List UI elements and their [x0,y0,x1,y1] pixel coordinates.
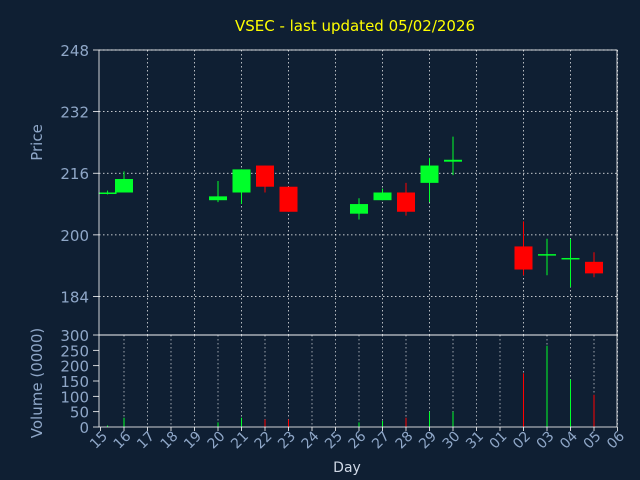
x-tick-label: 03 [534,428,558,452]
x-tick-label: 31 [463,428,487,452]
candle [279,186,298,212]
volume-tick-label: 100 [60,388,89,406]
volume-tick-label: 250 [60,342,89,360]
price-tick-label: 184 [60,288,89,306]
x-tick-label: 25 [322,428,346,452]
candle-body [373,192,392,201]
x-tick-label: 06 [604,428,628,452]
volume-frame [98,334,618,428]
x-tick-label: 19 [181,428,205,452]
volume-axis-label: Volume (0000) [28,328,46,438]
candle-body [209,196,227,201]
volume-grid [93,334,618,428]
candle-body [538,254,556,256]
candle-series [98,136,603,287]
candle [538,238,556,276]
candle [350,198,368,220]
candle-body [350,204,368,214]
x-tick-label: 18 [158,428,182,452]
price-tick-labels: 248 232 216 200 184 [60,42,89,306]
x-tick-label: 26 [346,428,370,452]
candle [397,182,415,216]
x-tick-label: 15 [87,428,111,452]
candle [98,190,117,195]
candle [373,188,392,201]
candle-body [256,165,274,187]
x-tick-label: 05 [581,428,605,452]
chart-title: VSEC - last updated 05/02/2026 [235,17,475,35]
volume-tick-label: 300 [60,327,89,345]
candle [585,252,603,278]
candle-body [232,169,251,193]
candle [209,180,227,203]
volume-tick-label: 0 [79,419,89,437]
x-tick-label: 20 [205,428,229,452]
candle-body [420,165,439,183]
candle [256,165,274,193]
x-tick-label: 27 [369,428,393,452]
volume-tick-label: 200 [60,358,89,376]
candle [514,221,533,276]
price-tick-label: 248 [60,42,89,60]
x-tick-label: 23 [275,428,299,452]
x-tick-label: 30 [440,428,464,452]
x-tick-label: 02 [510,428,534,452]
candle [232,169,251,205]
x-tick-label: 04 [557,428,581,452]
candle [444,136,462,176]
x-tick-label: 28 [393,428,417,452]
candle-body [585,261,603,274]
price-frame [98,49,618,336]
candle-body [514,246,533,270]
candle [115,171,133,193]
x-tick-label: 22 [252,428,276,452]
candle [561,238,580,287]
price-tick-label: 216 [60,165,89,183]
volume-tick-label: 150 [60,373,89,391]
price-tick-label: 200 [60,227,89,245]
price-axis-label: Price [28,124,46,161]
volume-tick-label: 50 [70,404,89,422]
candle [420,157,439,203]
x-axis-label: Day [333,460,361,476]
candle-body [561,257,580,260]
x-tick-label: 29 [416,428,440,452]
volume-series [107,345,595,427]
x-tick-labels: 15 16 17 18 19 20 21 22 23 24 25 26 27 28 29 30 31 01 02 03… [87,427,628,452]
candle-body [444,159,462,162]
candle-body [115,179,133,193]
x-tick-label: 16 [111,428,135,452]
price-tick-label: 232 [60,104,89,122]
candle-body [98,192,117,194]
candle-body [397,192,415,212]
candle-body [279,186,298,212]
price-panel: 248 232 216 200 184 Price [28,42,618,336]
x-tick-label: 01 [487,428,511,452]
x-tick-label: 17 [134,428,158,452]
x-tick-label: 21 [228,428,252,452]
price-grid [93,49,618,335]
x-tick-label: 24 [299,428,323,452]
